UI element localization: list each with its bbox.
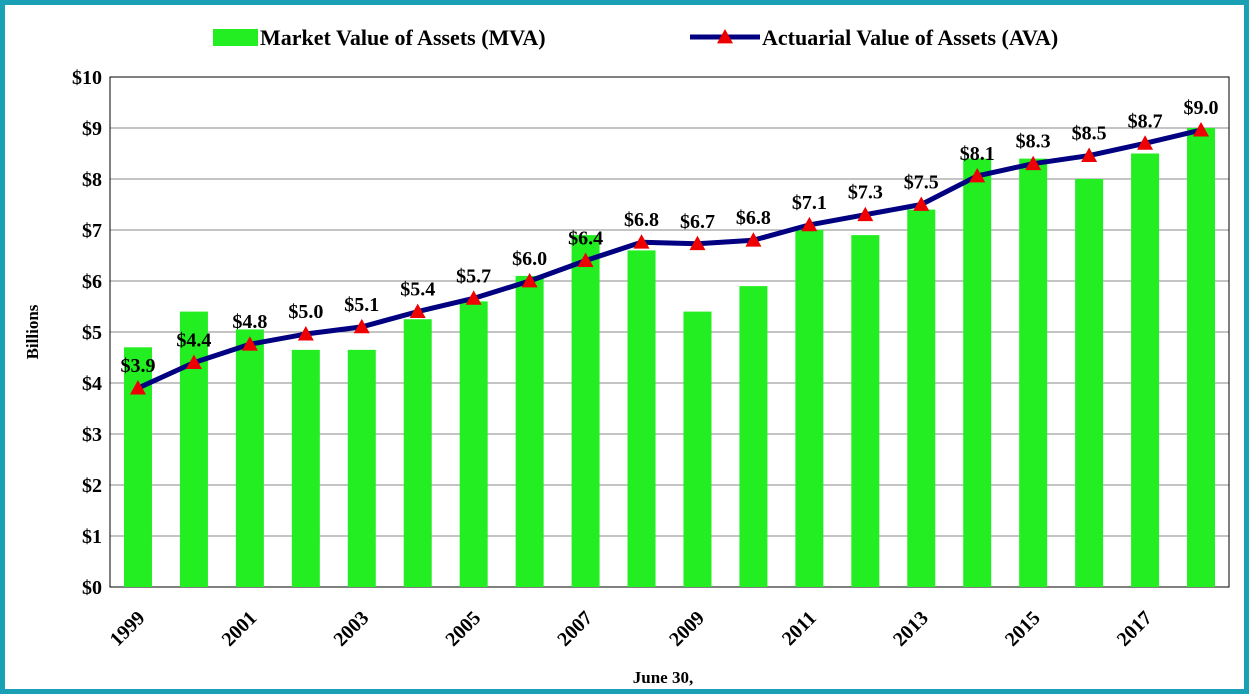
data-label: $8.7	[1128, 110, 1163, 132]
marker	[745, 232, 762, 247]
y-tick-label: $10	[72, 67, 102, 89]
data-label: $6.8	[736, 207, 771, 229]
marker	[465, 290, 482, 305]
x-axis-title: June 30,	[633, 668, 693, 687]
data-label: $4.4	[176, 330, 211, 352]
y-tick-label: $0	[82, 577, 102, 599]
marker	[1025, 155, 1042, 171]
bar	[459, 301, 488, 587]
legend-label: Market Value of Assets (MVA)	[260, 25, 546, 50]
bar	[683, 311, 712, 587]
data-label: $8.3	[1016, 131, 1051, 153]
marker	[969, 167, 986, 183]
data-label: $6.8	[624, 209, 659, 231]
bar	[1075, 179, 1104, 587]
data-label: $8.5	[1072, 123, 1107, 145]
marker	[241, 336, 258, 351]
data-label: $7.1	[792, 192, 827, 214]
y-tick-label: $1	[82, 526, 102, 548]
y-axis-title: Billions	[23, 304, 42, 359]
legend-marker	[717, 29, 733, 44]
data-label: $6.4	[568, 228, 603, 250]
y-tick-label: $3	[82, 424, 102, 446]
bar	[1131, 153, 1160, 587]
y-tick-label: $8	[82, 169, 102, 191]
y-tick-label: $2	[82, 475, 102, 497]
bar	[235, 329, 264, 587]
marker	[1081, 147, 1098, 162]
bar	[403, 319, 432, 587]
marker	[577, 252, 594, 267]
marker	[185, 354, 202, 369]
marker	[409, 303, 426, 318]
marker	[633, 234, 650, 249]
marker	[689, 235, 706, 251]
data-label: $4.8	[232, 311, 267, 333]
y-tick-label: $7	[82, 220, 102, 242]
bar	[1187, 128, 1216, 587]
legend-label: Actuarial Value of Assets (AVA)	[762, 25, 1058, 50]
marker	[297, 326, 314, 341]
y-tick-label: $6	[82, 271, 102, 293]
marker	[129, 380, 146, 395]
bar	[179, 311, 208, 587]
bar	[515, 275, 544, 587]
data-label: $7.3	[848, 182, 883, 204]
marker	[913, 196, 930, 211]
bar	[739, 286, 768, 587]
data-label: $7.5	[904, 172, 939, 194]
marker	[521, 273, 538, 288]
bar	[571, 235, 600, 587]
marker	[1137, 135, 1154, 150]
bar	[627, 250, 656, 587]
data-label: $3.9	[120, 355, 155, 377]
marker	[801, 216, 818, 232]
data-label: $5.4	[400, 279, 435, 301]
data-label: $8.1	[960, 143, 995, 165]
marker	[857, 206, 874, 222]
plot-border	[109, 76, 1230, 588]
bar	[963, 158, 992, 587]
legend-swatch	[213, 29, 258, 46]
y-tick-label: $5	[82, 322, 102, 344]
bar	[907, 209, 936, 587]
data-label: $5.7	[456, 265, 491, 287]
data-label: $9.0	[1184, 97, 1219, 119]
bar	[1019, 158, 1048, 587]
bar	[795, 230, 824, 587]
y-tick-label: $4	[82, 373, 102, 395]
marker	[353, 318, 370, 334]
bar	[851, 235, 880, 587]
y-tick-label: $9	[82, 118, 102, 140]
data-label: $5.0	[288, 301, 323, 323]
line	[136, 127, 1202, 391]
data-label: $6.7	[680, 211, 715, 233]
data-label: $5.1	[344, 294, 379, 316]
bar	[347, 349, 376, 587]
bar	[291, 349, 320, 587]
marker	[1193, 122, 1210, 137]
data-label: $6.0	[512, 248, 547, 270]
